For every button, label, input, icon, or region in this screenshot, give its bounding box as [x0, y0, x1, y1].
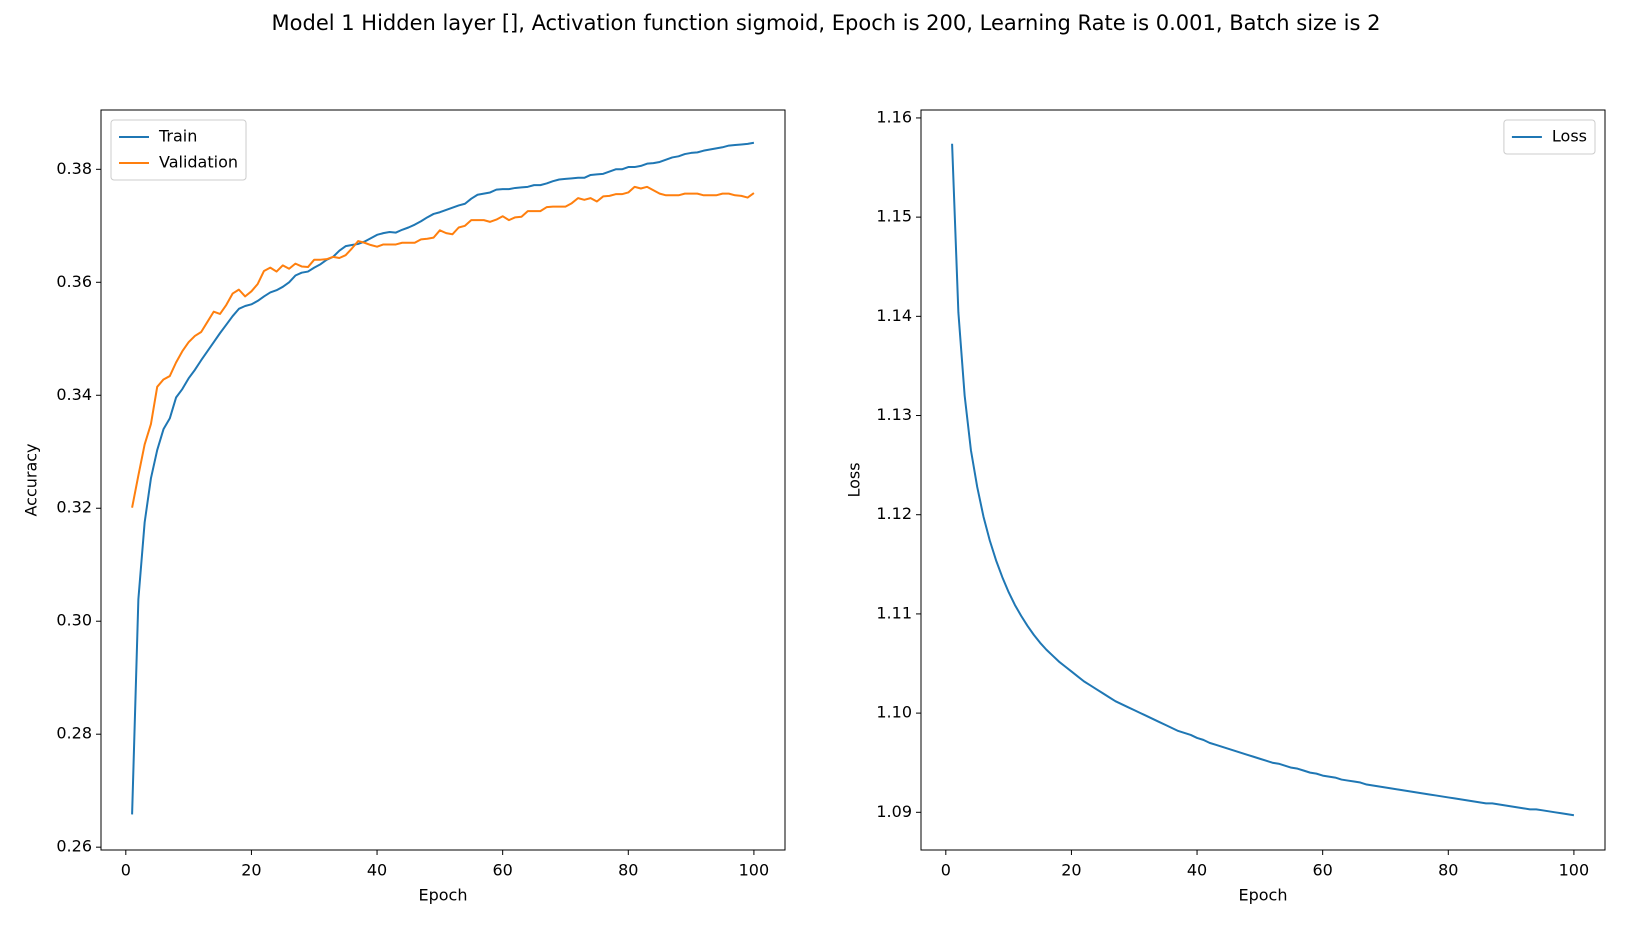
y-tick-label: 1.16	[876, 107, 912, 126]
y-tick-label: 0.36	[56, 272, 92, 291]
y-axis-label: Accuracy	[22, 443, 41, 516]
y-tick-label: 0.32	[56, 498, 92, 517]
x-tick-label: 100	[1559, 861, 1590, 880]
legend-frame	[110, 119, 247, 181]
x-tick-label: 40	[367, 861, 387, 880]
x-tick-label: 40	[1187, 861, 1207, 880]
legend: Train Validation	[110, 119, 247, 181]
figure-title: Model 1 Hidden layer [], Activation func…	[272, 11, 1381, 35]
legend-frame	[1503, 119, 1596, 155]
y-tick-label: 1.13	[876, 405, 912, 424]
y-tick-label: 0.30	[56, 611, 92, 630]
axes-frame	[100, 109, 786, 851]
x-axis-label: Epoch	[1239, 886, 1288, 905]
x-tick-label: 80	[1438, 861, 1458, 880]
series-line	[951, 143, 1575, 817]
y-tick-label: 1.11	[876, 603, 912, 622]
y-tick-label: 1.14	[876, 306, 912, 325]
series-line	[131, 185, 755, 508]
x-tick-label: 0	[121, 861, 131, 880]
x-axis-label: Epoch	[419, 886, 468, 905]
y-axis-label: Loss	[845, 462, 864, 497]
y-tick-label: 0.28	[56, 724, 92, 743]
y-tick-label: 1.10	[876, 703, 912, 722]
y-tick-label: 0.38	[56, 159, 92, 178]
x-tick-label: 0	[941, 861, 951, 880]
legend: Loss	[1503, 119, 1596, 155]
x-tick-label: 20	[1061, 861, 1081, 880]
y-tick-label: 1.09	[876, 802, 912, 821]
x-tick-label: 100	[739, 861, 770, 880]
legend-label: Validation	[159, 153, 238, 172]
x-tick-label: 60	[1312, 861, 1332, 880]
x-tick-label: 20	[241, 861, 261, 880]
y-tick-label: 0.26	[56, 837, 92, 856]
axes-frame	[920, 109, 1606, 851]
y-tick-label: 1.12	[876, 504, 912, 523]
legend-label: Train	[158, 127, 197, 146]
legend-label: Loss	[1552, 127, 1587, 146]
series-line	[131, 141, 755, 815]
y-tick-label: 1.15	[876, 207, 912, 226]
y-tick-label: 0.34	[56, 385, 92, 404]
x-tick-label: 60	[492, 861, 512, 880]
x-tick-label: 80	[618, 861, 638, 880]
